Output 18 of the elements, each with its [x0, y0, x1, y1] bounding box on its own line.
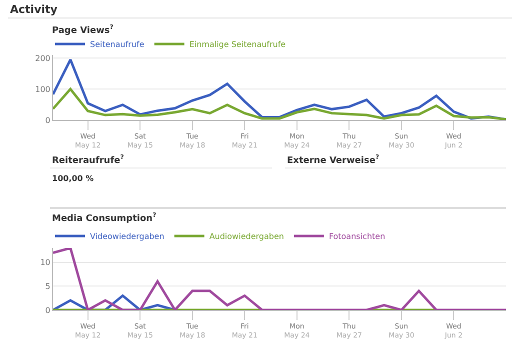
y-tick-label: 10: [40, 258, 50, 268]
legend-label: Videowiedergaben: [90, 232, 164, 242]
legend-label: Fotoansichten: [328, 232, 386, 242]
line-series: [53, 248, 506, 310]
chart-title: Media Consumption$^{?}$: [52, 212, 157, 224]
text: Reiteraufrufe$^{?}$: [52, 154, 124, 166]
y-tick-label: 200: [35, 54, 50, 63]
y-tick-label: 5: [45, 282, 50, 291]
legend-label: Einmalige Seitenaufrufe: [189, 40, 286, 50]
y-tick-label: 0: [45, 116, 50, 125]
y-tick-label: 100: [35, 84, 50, 94]
text: Externe Verweise$^{?}$: [287, 154, 380, 166]
chart-title: Activity: [10, 3, 58, 16]
legend-label: Seitenaufrufe: [90, 40, 144, 50]
legend-label: Audiowiedergaben: [209, 232, 284, 242]
y-tick-label: 0: [45, 306, 50, 315]
text: 100,00 %: [52, 174, 94, 183]
chart-subtitle: Page Views$^{?}$: [52, 24, 114, 36]
